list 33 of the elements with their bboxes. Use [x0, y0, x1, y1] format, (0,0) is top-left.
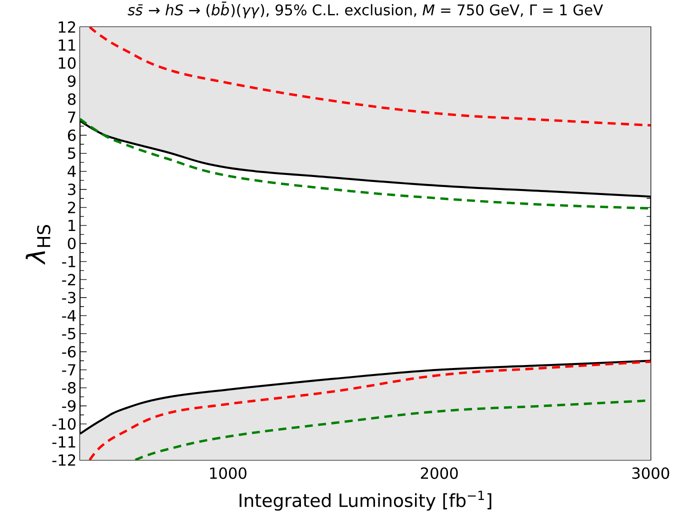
- y-tick-label: -7: [62, 364, 76, 376]
- y-tick-label: -8: [62, 382, 76, 394]
- y-tick-label: -11: [52, 436, 76, 448]
- y-tick-label: -10: [52, 418, 76, 430]
- y-tick-label: -9: [62, 400, 76, 412]
- y-tick-label: 12: [58, 21, 76, 33]
- chart-title: ss̄ → hS → (bb̄)(γγ), 95% C.L. exclusion, M = 750 GeV, Γ = 1 GeV: [128, 2, 603, 18]
- y-tick-label: 11: [58, 39, 76, 51]
- y-tick-label: 2: [68, 202, 76, 214]
- y-tick-label: 3: [68, 184, 76, 196]
- x-axis-title: Integrated Luminosity [fb$^{−1}$]: [240, 490, 492, 511]
- y-tick-label: 9: [68, 75, 76, 87]
- x-tick-label: 2000: [420, 467, 458, 479]
- y-tick-label: -6: [62, 346, 76, 358]
- y-tick-label: 7: [68, 112, 76, 123]
- y-tick-label: -12: [52, 454, 76, 466]
- y-tick-label: 1: [68, 220, 76, 232]
- y-tick-label: 10: [58, 57, 76, 69]
- line-series: [80, 118, 651, 210]
- y-tick-label: 5: [68, 148, 76, 159]
- y-tick-label: -2: [62, 274, 76, 286]
- y-tick-label: 0: [68, 238, 76, 250]
- x-tick-label: 3000: [632, 467, 670, 479]
- y-tick-label: -5: [62, 328, 76, 340]
- x-tick-label: 1000: [210, 467, 246, 479]
- y-axis-title: λ$_{HS}$: [26, 225, 50, 265]
- y-tick-label: 8: [68, 93, 76, 105]
- line-series: [88, 26, 651, 127]
- y-tick-label: -4: [62, 310, 76, 322]
- y-tick-label: 6: [68, 129, 76, 142]
- y-tick-label: 4: [68, 166, 76, 177]
- y-tick-label: -1: [62, 256, 76, 268]
- y-tick-label: -3: [62, 292, 76, 304]
